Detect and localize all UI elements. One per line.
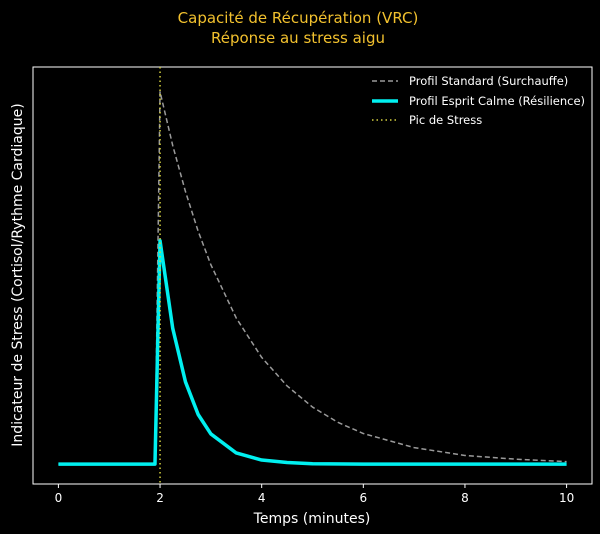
x-tick-label: 8: [461, 491, 469, 505]
series-line-0: [58, 91, 567, 465]
y-axis-label: Indicateur de Stress (Cortisol/Rythme Ca…: [10, 103, 26, 446]
x-axis-label: Temps (minutes): [253, 511, 371, 527]
x-tick-label: 2: [156, 491, 164, 505]
x-tick-label: 0: [55, 491, 63, 505]
legend-label-peak: Pic de Stress: [409, 113, 482, 127]
chart-title: Capacité de Récupération (VRC): [178, 9, 419, 27]
x-tick-label: 6: [359, 491, 367, 505]
series-line-1: [58, 239, 567, 466]
chart-subtitle: Réponse au stress aigu: [211, 29, 385, 47]
legend-label-standard: Profil Standard (Surchauffe): [409, 74, 568, 88]
legend: Profil Standard (Surchauffe) Profil Espr…: [372, 74, 585, 127]
plot-frame: [32, 66, 593, 485]
x-tick-label: 4: [258, 491, 266, 505]
x-tick-label: 10: [559, 491, 574, 505]
legend-label-calm: Profil Esprit Calme (Résilience): [409, 94, 585, 108]
